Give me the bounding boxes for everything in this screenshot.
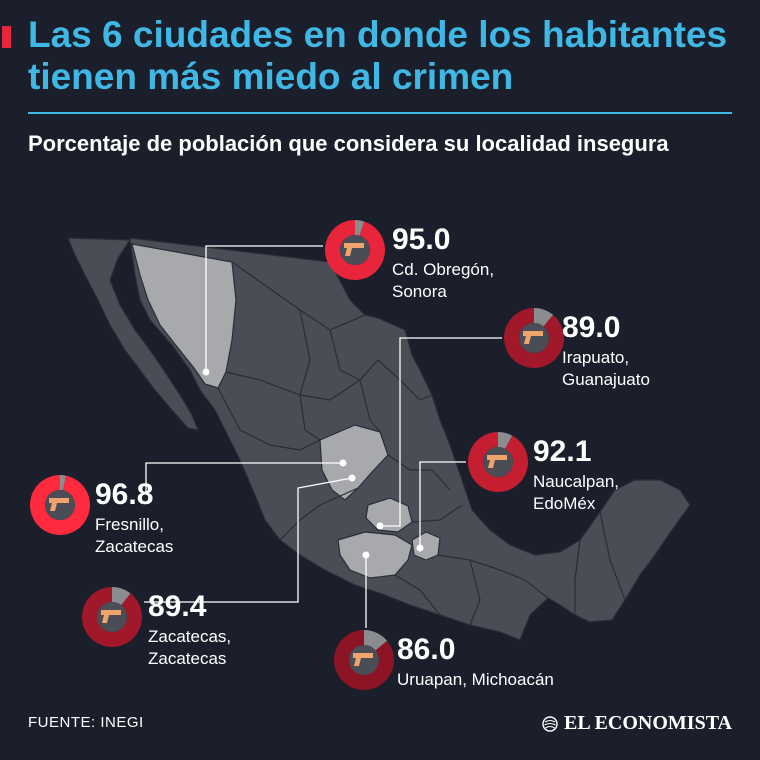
pistol-icon (49, 498, 69, 511)
donut-chart (81, 587, 142, 647)
map-states (67, 237, 691, 641)
city-label: Zacatecas, Zacatecas (148, 627, 232, 668)
state-borders (217, 261, 626, 626)
pistol-icon (353, 653, 373, 666)
donut-value-slice (324, 220, 385, 280)
brand-logo: EL ECONOMISTA (542, 712, 732, 735)
page-title: Las 6 ciudades en donde los habitantes t… (28, 14, 728, 97)
city-label: Irapuato, Guanajuato (562, 348, 650, 389)
pistol-icon (487, 455, 507, 468)
leader-line (419, 461, 466, 548)
city-label: Uruapan, Michoacán (397, 670, 554, 689)
source-note: FUENTE: INEGI (28, 714, 144, 731)
title-divider (28, 112, 732, 114)
donut-hole (483, 447, 513, 477)
donut-value-slice (334, 630, 395, 691)
donut-chart (468, 432, 529, 492)
donut-remainder-slice (498, 432, 513, 449)
leader-line (144, 477, 353, 603)
city-location-dot (416, 544, 424, 552)
title-accent-bar (2, 26, 11, 48)
city-label: Fresnillo, Zacatecas (95, 515, 174, 556)
donut-value-slice (468, 432, 529, 492)
donut-hole (45, 490, 75, 520)
chart-subtitle: Porcentaje de población que considera su… (28, 131, 669, 156)
value-label: 92.1 (533, 435, 592, 468)
map-baja-california (67, 237, 199, 431)
donut-chart (324, 220, 385, 280)
donut-value-slice (504, 308, 565, 368)
value-label: 95.0 (392, 223, 451, 256)
map-sonora (131, 243, 237, 389)
value-label: 96.8 (95, 478, 154, 511)
city-location-dot (376, 522, 384, 530)
city-location-dot (362, 551, 370, 559)
city-location-dot (202, 368, 210, 376)
donut-hole (519, 323, 549, 353)
city-location-dot (339, 459, 347, 467)
leader-line (380, 337, 502, 527)
donut-value-slice (30, 475, 91, 536)
donut-hole (349, 645, 379, 675)
donut-value-slice (81, 587, 142, 647)
donut-hole (340, 235, 370, 265)
brand-name: EL ECONOMISTA (564, 712, 732, 734)
donut-chart (30, 475, 91, 536)
city-location-dot (348, 474, 356, 482)
donut-chart (334, 630, 395, 691)
pistol-icon (101, 610, 121, 623)
value-label: 89.4 (148, 590, 207, 623)
donut-remainder-slice (355, 220, 365, 236)
city-label: Cd. Obregón, Sonora (392, 260, 495, 301)
donut-chart (504, 308, 565, 368)
pistol-icon (523, 331, 543, 344)
pistol-icon (344, 243, 364, 256)
map-michoacan (337, 531, 413, 579)
donut-rings (30, 220, 565, 691)
donut-remainder-slice (60, 475, 66, 491)
leader-lines (144, 245, 502, 628)
brand-globe-icon (542, 715, 558, 732)
donut-remainder-slice (112, 587, 131, 606)
donut-remainder-slice (534, 308, 554, 327)
leader-line (145, 462, 343, 492)
value-label: 89.0 (562, 311, 621, 344)
map-mainland (129, 237, 691, 641)
city-label: Naucalpan, EdoMéx (533, 472, 620, 513)
donut-remainder-slice (364, 630, 388, 651)
leader-line (205, 245, 323, 372)
value-label: 86.0 (397, 633, 456, 666)
donut-hole (97, 602, 127, 632)
